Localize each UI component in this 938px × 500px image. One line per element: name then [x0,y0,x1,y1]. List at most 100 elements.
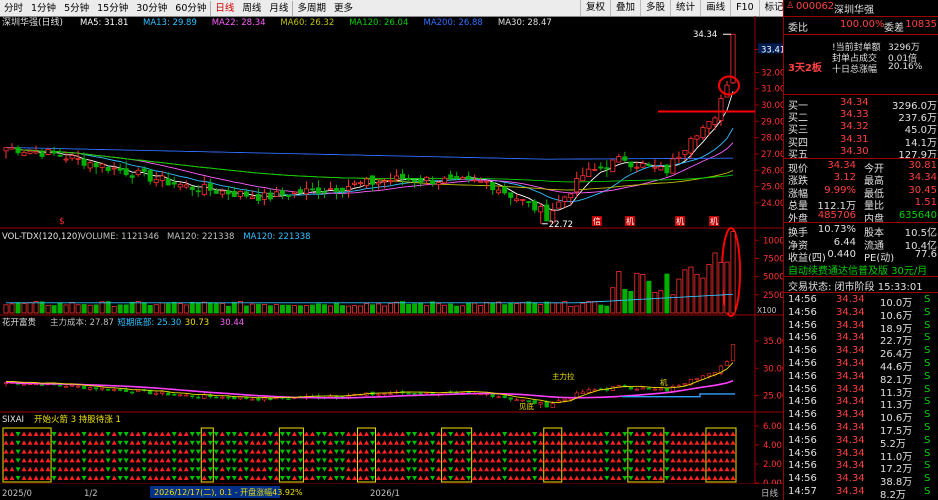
function-button-2[interactable]: 多股 [640,0,670,16]
volume-bar[interactable] [664,273,670,314]
volume-bar[interactable] [382,305,388,314]
volume-bar[interactable] [508,302,514,314]
volume-bar[interactable] [87,304,93,314]
period-tab-1[interactable]: 1分钟 [31,2,57,14]
volume-bar[interactable] [63,304,69,314]
volume-bar[interactable] [634,272,640,314]
volume-bar[interactable] [550,302,556,314]
volume-bar[interactable] [75,304,81,314]
volume-bar[interactable] [406,303,412,314]
candle[interactable] [628,161,634,168]
volume-bar[interactable] [616,271,622,314]
candle[interactable] [177,183,183,188]
candle[interactable] [231,190,237,197]
candle[interactable] [490,181,496,191]
candle[interactable] [27,150,33,154]
volume-bar[interactable] [153,304,159,314]
volume-bar[interactable] [255,303,261,314]
volume-bar[interactable] [21,303,27,314]
volume-bar[interactable] [538,304,544,314]
volume-bar[interactable] [562,301,568,314]
candle[interactable] [69,155,75,159]
candle[interactable] [706,120,712,129]
volume-bar[interactable] [213,302,219,314]
candle[interactable] [688,138,694,154]
candle[interactable] [351,182,357,185]
candle[interactable] [255,194,261,201]
volume-bar[interactable] [388,302,394,314]
volume-bar[interactable] [183,304,189,314]
candle[interactable] [237,190,243,197]
volume-bar[interactable] [430,301,436,314]
volume-bar[interactable] [165,303,171,314]
candle[interactable] [345,186,351,191]
candle[interactable] [658,166,664,171]
candle[interactable] [171,182,177,185]
volume-bar[interactable] [261,304,267,314]
volume-bar[interactable] [57,302,63,314]
candle[interactable] [478,180,484,183]
candle[interactable] [514,198,520,202]
volume-bar[interactable] [267,305,273,314]
volume-bar[interactable] [694,273,700,314]
volume-bar[interactable] [652,291,658,314]
candle[interactable] [243,191,249,197]
volume-bar[interactable] [315,303,321,314]
candle[interactable] [123,168,129,176]
volume-bar[interactable] [628,291,634,314]
volume-bar[interactable] [580,302,586,314]
candle[interactable] [412,179,418,182]
volume-bar[interactable] [3,304,9,314]
period-tab-2[interactable]: 5分钟 [64,2,90,14]
volume-bar[interactable] [237,301,243,314]
candle[interactable] [81,158,87,166]
volume-bar[interactable] [231,302,237,314]
candle[interactable] [436,182,442,185]
candle[interactable] [460,177,466,180]
function-button-0[interactable]: 复权 [580,0,610,16]
volume-bar[interactable] [496,301,502,314]
candle[interactable] [382,180,388,183]
volume-bar[interactable] [351,305,357,314]
candle[interactable] [562,196,568,202]
candle[interactable] [610,159,616,173]
volume-bar[interactable] [556,302,562,314]
candle[interactable] [586,168,592,178]
volume-bar[interactable] [303,305,309,314]
candle[interactable] [195,190,201,193]
volume-bar[interactable] [111,306,117,314]
candle[interactable] [712,117,718,125]
candle[interactable] [670,158,676,174]
volume-bar[interactable] [279,304,285,314]
volume-bar[interactable] [640,274,646,314]
period-tab-9[interactable]: 多周期 [297,2,326,14]
volume-bar[interactable] [69,301,75,314]
candle[interactable] [15,147,21,154]
candle[interactable] [376,181,382,185]
candle[interactable] [520,199,526,201]
candle[interactable] [219,190,225,195]
volume-bar[interactable] [129,301,135,314]
candle[interactable] [430,179,436,185]
volume-bar[interactable] [27,302,33,314]
volume-bar[interactable] [376,303,382,314]
volume-bar[interactable] [424,305,430,314]
candle[interactable] [538,206,544,213]
volume-bar[interactable] [730,231,736,314]
candle[interactable] [472,179,478,182]
candle[interactable] [303,188,309,195]
volume-bar[interactable] [177,303,183,314]
candle[interactable] [418,178,424,183]
volume-bar[interactable] [622,289,628,314]
volume-bar[interactable] [718,261,724,314]
candle[interactable] [261,192,267,200]
volume-bar[interactable] [598,304,604,314]
candle[interactable] [508,192,514,198]
candle[interactable] [315,187,321,194]
candle[interactable] [682,149,688,156]
candle[interactable] [652,166,658,169]
volume-bar[interactable] [93,304,99,314]
candle[interactable] [9,147,15,150]
volume-bar[interactable] [460,305,466,314]
candle[interactable] [159,175,165,181]
